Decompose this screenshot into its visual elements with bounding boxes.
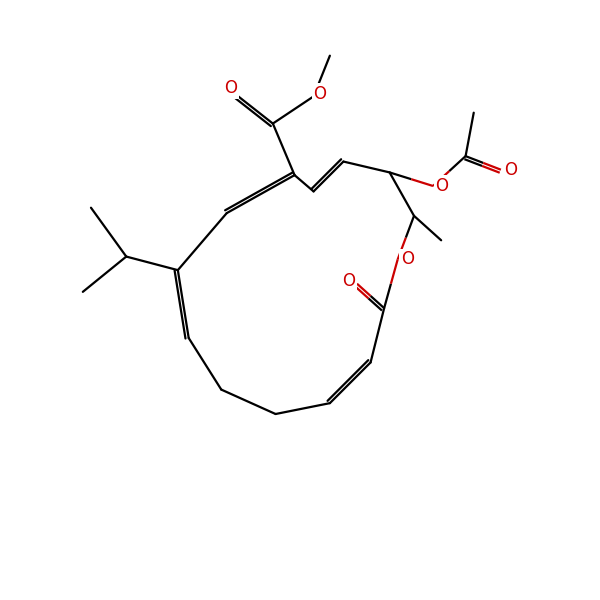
Text: O: O [504, 161, 517, 179]
Text: O: O [343, 272, 355, 290]
Text: O: O [401, 250, 414, 268]
Text: O: O [314, 85, 326, 103]
Text: O: O [435, 177, 448, 195]
Text: O: O [224, 79, 237, 97]
